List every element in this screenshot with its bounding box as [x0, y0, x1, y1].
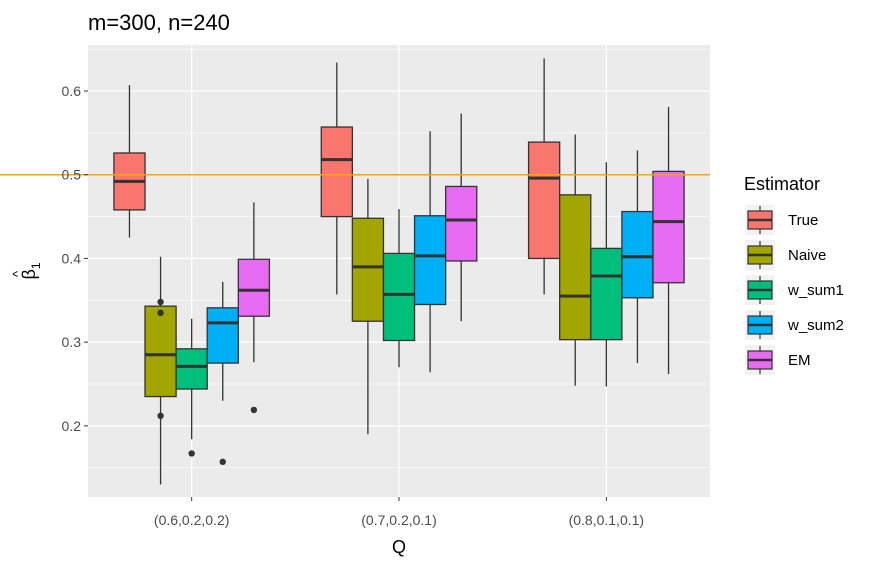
legend-item-em: EM: [745, 345, 811, 375]
legend-label: True: [788, 212, 818, 229]
legend-item-w-sum2: w_sum2: [745, 310, 844, 340]
y-tick-label: 0.6: [62, 83, 82, 99]
box-iqr: [144, 305, 177, 398]
box-iqr: [559, 194, 592, 341]
legend: Estimator True Naive w_sum1 w_sum2 EM: [744, 174, 844, 375]
y-tick-label: 0.3: [62, 334, 82, 350]
chart-title: m=300, n=240: [88, 10, 230, 35]
box-w-sum2-2: [413, 131, 447, 373]
box-w-sum1-3: [590, 162, 623, 387]
legend-label: w_sum2: [787, 317, 844, 334]
box-iqr: [175, 348, 208, 390]
y-tick-label: 0.5: [62, 167, 82, 183]
x-tick-label: (0.8,0.1,0.1): [569, 512, 645, 528]
box-iqr: [444, 185, 478, 262]
box-em-3: [652, 106, 685, 374]
box-true-2: [320, 62, 354, 295]
box-w-sum1-1: [175, 318, 208, 457]
outlier-point: [188, 450, 195, 457]
y-axis-title-symbol: β1: [19, 262, 43, 279]
box-iqr: [527, 141, 561, 260]
outlier-point: [219, 458, 226, 466]
legend-label: w_sum1: [787, 282, 844, 299]
legend-item-w-sum1: w_sum1: [745, 275, 844, 305]
outlier-point: [157, 412, 164, 420]
y-axis: 0.2 0.3 0.4 0.5 0.6: [62, 83, 88, 434]
legend-label: Naive: [788, 247, 826, 264]
legend-label: EM: [788, 352, 811, 369]
y-tick-label: 0.2: [62, 418, 82, 434]
x-axis-title: Q: [392, 537, 406, 557]
box-w-sum2-1: [206, 281, 239, 466]
box-naive-2: [351, 178, 385, 435]
legend-title: Estimator: [744, 174, 820, 194]
box-naive-1: [144, 256, 177, 485]
box-true-1: [113, 85, 146, 238]
legend-item-true: True: [745, 205, 818, 235]
box-iqr: [237, 258, 271, 317]
x-axis: (0.6,0.2,0.2) (0.7,0.2,0.1) (0.8,0.1,0.1): [154, 497, 644, 528]
box-iqr: [413, 215, 447, 306]
x-tick-label: (0.6,0.2,0.2): [154, 512, 230, 528]
box-w-sum1-2: [382, 209, 416, 368]
box-em-1: [237, 202, 271, 414]
y-axis-title: β1 ^: [10, 262, 43, 279]
box-w-sum2-3: [621, 150, 654, 364]
outlier-point: [157, 298, 164, 306]
x-tick-label: (0.7,0.2,0.1): [361, 512, 437, 528]
box-iqr: [590, 247, 623, 341]
legend-item-naive: Naive: [745, 240, 826, 270]
box-iqr: [206, 307, 239, 364]
box-iqr: [652, 170, 685, 284]
y-tick-label: 0.4: [62, 250, 82, 266]
box-iqr: [382, 252, 416, 342]
y-axis-title-hat: ^: [10, 270, 25, 277]
box-true-3: [527, 58, 561, 295]
box-iqr: [621, 210, 654, 299]
outlier-point: [250, 406, 258, 414]
box-iqr: [320, 126, 354, 218]
box-iqr: [351, 217, 385, 322]
outlier-point: [157, 309, 164, 317]
